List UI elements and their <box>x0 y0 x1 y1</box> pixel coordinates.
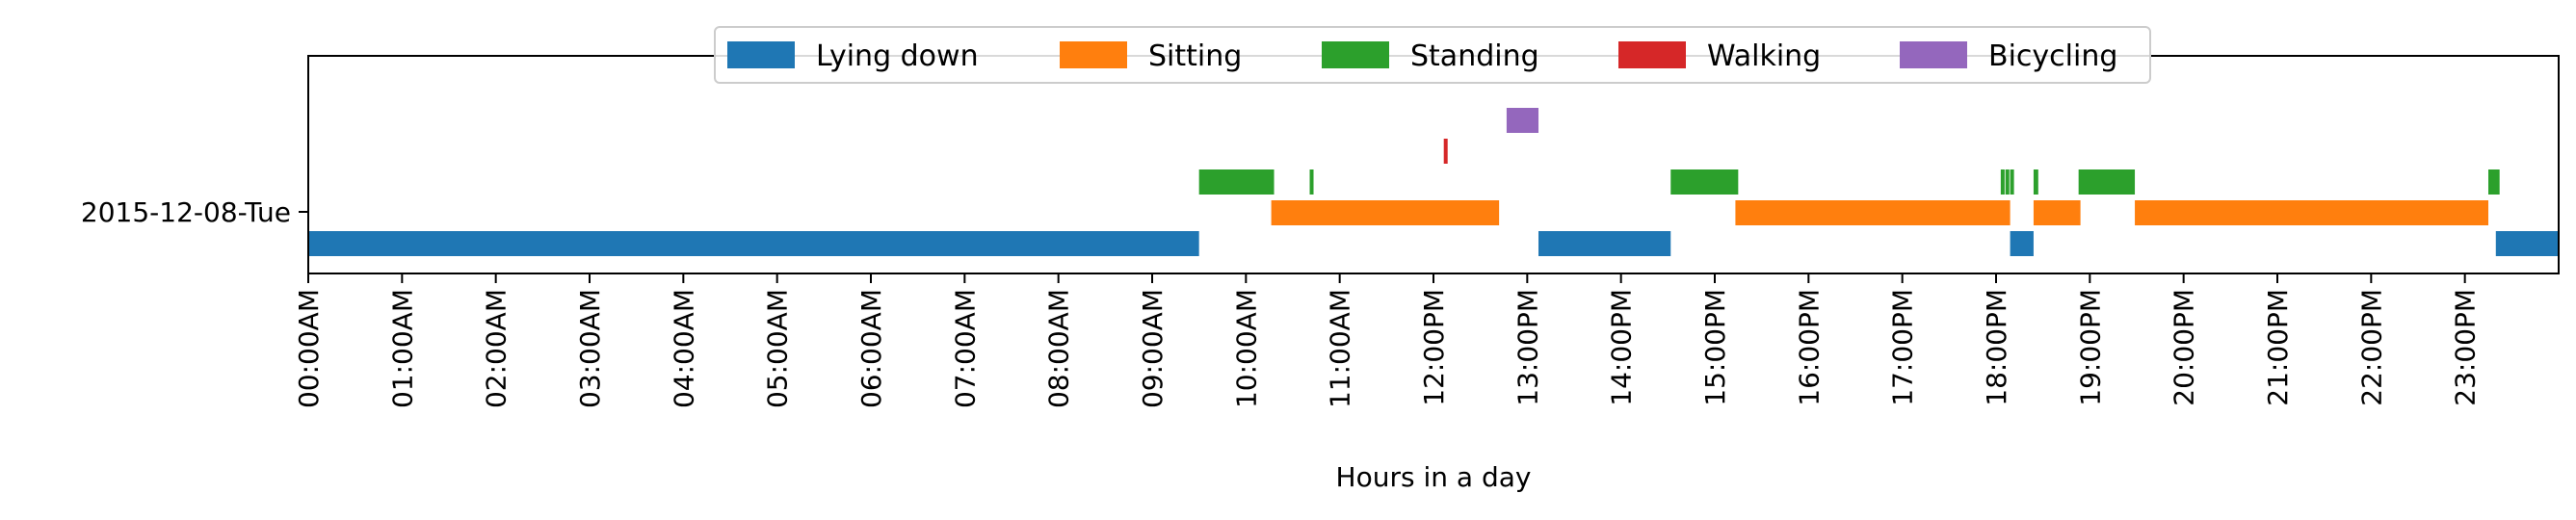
legend-swatch-standing <box>1322 41 1389 68</box>
bar-standing-5 <box>2010 169 2014 195</box>
x-tick-label: 05:00AM <box>762 289 794 408</box>
legend: Lying down Sitting Standing Walking Bicyclin… <box>714 26 2151 84</box>
legend-swatch-walking <box>1618 41 1686 68</box>
x-tick-label: 11:00AM <box>1325 289 1356 408</box>
legend-label-walking: Walking <box>1707 39 1821 73</box>
x-tick-label: 04:00AM <box>668 289 699 408</box>
x-tick-label: 19:00PM <box>2074 289 2106 406</box>
legend-label-sitting: Sitting <box>1148 39 1242 73</box>
x-tick-label: 15:00PM <box>1699 289 1731 406</box>
x-tick-label: 03:00AM <box>574 289 606 408</box>
x-axis-title: Hours in a day <box>1336 461 1532 493</box>
bar-sitting-2 <box>2033 200 2081 225</box>
bar-standing-1 <box>1309 169 1314 195</box>
bar-standing-6 <box>2033 169 2038 195</box>
x-tick-label: 06:00AM <box>855 289 887 408</box>
bar-sitting-0 <box>1271 200 1500 225</box>
x-tick-label: 20:00PM <box>2169 289 2200 406</box>
bar-lying-down-1 <box>1538 231 1671 256</box>
x-tick-label: 00:00AM <box>293 289 325 408</box>
x-tick-label: 14:00PM <box>1606 289 1638 406</box>
bar-sitting-3 <box>2135 200 2488 225</box>
bar-standing-0 <box>1198 169 1275 195</box>
bar-lying-down-3 <box>2495 231 2559 256</box>
legend-label-bicycling: Bicycling <box>1988 39 2117 73</box>
x-tick-label: 10:00AM <box>1230 289 1262 408</box>
x-tick-label: 18:00PM <box>1981 289 2012 406</box>
x-tick-label: 09:00AM <box>1137 289 1169 408</box>
legend-swatch-bicycling <box>1900 41 1967 68</box>
x-tick-label: 12:00PM <box>1418 289 1450 406</box>
legend-swatch-sitting <box>1060 41 1127 68</box>
bar-standing-4 <box>2005 169 2010 195</box>
bar-standing-8 <box>2488 169 2500 195</box>
bar-walking-0 <box>1443 139 1448 164</box>
bar-standing-7 <box>2078 169 2136 195</box>
legend-label-standing: Standing <box>1410 39 1539 73</box>
legend-swatch-lying-down <box>727 41 795 68</box>
x-tick-label: 22:00PM <box>2355 289 2387 406</box>
bars-layer <box>308 108 2559 256</box>
x-tick-label: 07:00AM <box>949 289 981 408</box>
x-tick-label: 13:00PM <box>1511 289 1543 406</box>
bar-standing-3 <box>2000 169 2005 195</box>
x-tick-label: 21:00PM <box>2262 289 2294 406</box>
x-tick-label: 08:00AM <box>1043 289 1075 408</box>
bar-standing-2 <box>1670 169 1739 195</box>
y-axis: 2015-12-08-Tue <box>81 196 308 228</box>
bar-lying-down-0 <box>308 231 1199 256</box>
x-tick-label: 17:00PM <box>1887 289 1919 406</box>
x-axis: 00:00AM 01:00AM 02:00AM 03:00AM 04:00AM 05:00… <box>293 273 2482 408</box>
x-tick-label: 02:00AM <box>481 289 513 408</box>
bar-bicycling-0 <box>1506 108 1539 133</box>
legend-box <box>714 26 2151 84</box>
bar-lying-down-2 <box>2010 231 2034 256</box>
x-tick-label: 23:00PM <box>2450 289 2482 406</box>
bar-sitting-1 <box>1735 200 2011 225</box>
x-tick-label: 01:00AM <box>386 289 418 408</box>
y-tick-label: 2015-12-08-Tue <box>81 196 291 228</box>
legend-label-lying-down: Lying down <box>816 39 979 73</box>
x-tick-label: 16:00PM <box>1793 289 1825 406</box>
